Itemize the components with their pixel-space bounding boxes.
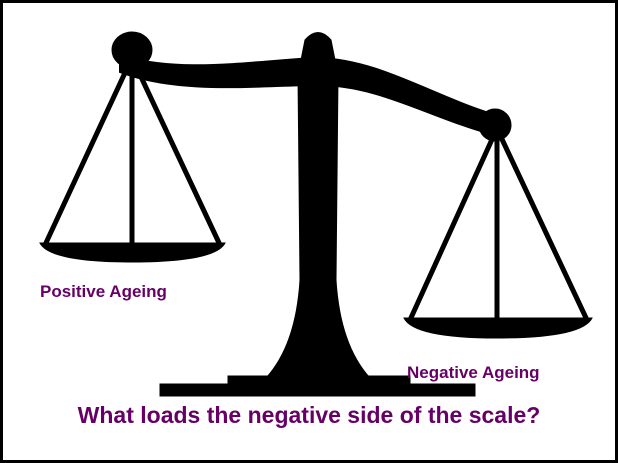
base-plate [160, 384, 475, 396]
slide: Positive Ageing Negative Ageing What loa… [0, 0, 618, 463]
right-pan-label: Negative Ageing [407, 363, 540, 382]
left-pan-label: Positive Ageing [40, 282, 167, 301]
question: What loads the negative side of the scal… [78, 402, 541, 428]
